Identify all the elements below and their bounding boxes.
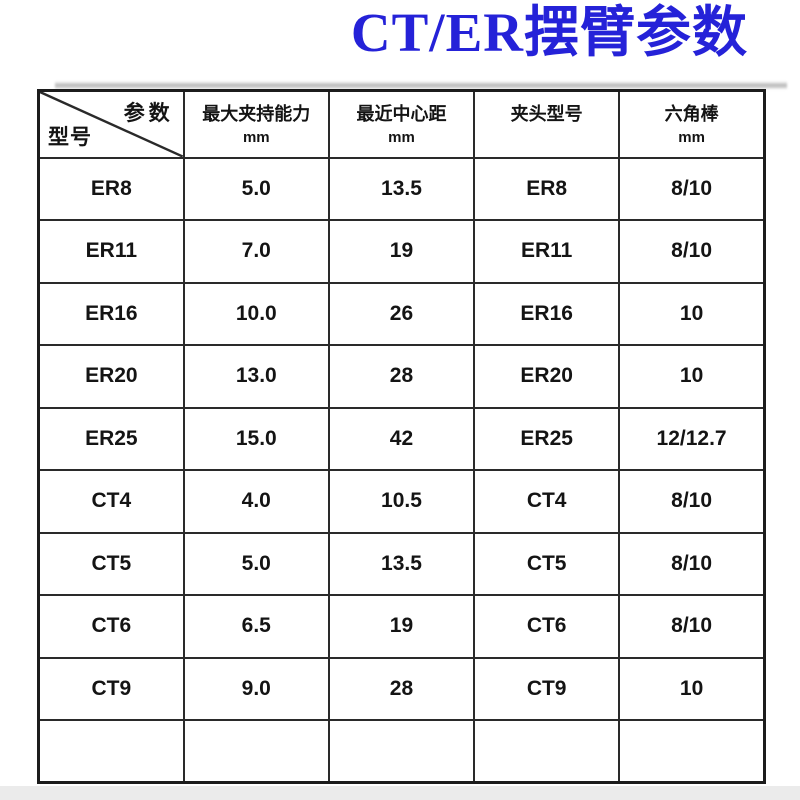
cell-max-clamp: 7.0	[182, 219, 330, 284]
table-row: ER20 13.0 28 ER20 10	[37, 344, 766, 409]
cell-collet: ER11	[473, 219, 621, 284]
column-header-unit: mm	[242, 128, 270, 146]
cell-model: ER25	[37, 406, 185, 471]
cell-center-dist: 19	[327, 219, 476, 284]
column-header-label: 夹头型号	[510, 103, 583, 124]
table-row: ER11 7.0 19 ER11 8/10	[37, 219, 766, 284]
cell-model: CT4	[37, 469, 185, 534]
cell-center-dist: 28	[327, 656, 476, 721]
column-header-hex-rod: 六角棒 mm	[618, 89, 766, 159]
cell-model: ER16	[37, 281, 185, 346]
cell-center-dist: 42	[327, 406, 476, 471]
cell-max-clamp: 5.0	[182, 531, 330, 596]
cell-hex-rod	[618, 719, 766, 784]
table-row: CT9 9.0 28 CT9 10	[37, 656, 766, 721]
table-row: ER16 10.0 26 ER16 10	[37, 281, 766, 346]
column-header-label: 最大夹持能力	[202, 103, 311, 124]
scan-shadow-band	[55, 81, 787, 89]
column-header-collet-model: 夹头型号	[473, 89, 621, 159]
cell-model	[37, 719, 185, 784]
cell-collet: ER25	[473, 406, 621, 471]
cell-center-dist: 19	[327, 594, 476, 659]
cell-model: ER20	[37, 344, 185, 409]
table-row: CT4 4.0 10.5 CT4 8/10	[37, 469, 766, 534]
cell-hex-rod: 10	[618, 344, 766, 409]
cell-model: ER8	[37, 156, 185, 221]
cell-max-clamp: 15.0	[182, 406, 330, 471]
column-header-center-dist: 最近中心距 mm	[327, 89, 476, 159]
page-title: CT/ER摆臂参数	[350, 2, 748, 63]
column-header-unit: mm	[678, 128, 705, 146]
table-body: ER8 5.0 13.5 ER8 8/10 ER11 7.0 19 ER11 8…	[37, 156, 766, 784]
cell-hex-rod: 8/10	[618, 219, 766, 284]
table-row	[37, 719, 766, 784]
cell-max-clamp: 5.0	[182, 156, 330, 221]
cell-max-clamp: 9.0	[182, 656, 330, 721]
table-row: CT5 5.0 13.5 CT5 8/10	[37, 531, 766, 596]
cell-hex-rod: 8/10	[618, 156, 766, 221]
bottom-strip	[0, 786, 800, 800]
cell-center-dist: 28	[327, 344, 476, 409]
cell-model: CT5	[37, 531, 185, 596]
column-header-label: 最近中心距	[356, 103, 447, 124]
cell-collet	[473, 719, 621, 784]
cell-collet: ER8	[473, 156, 621, 221]
column-header-unit	[476, 127, 617, 149]
cell-model: ER11	[37, 219, 185, 284]
cell-hex-rod: 8/10	[618, 531, 766, 596]
cell-center-dist	[327, 719, 476, 784]
corner-header-cell: 参数 型号	[37, 89, 185, 159]
table-row: ER25 15.0 42 ER25 12/12.7	[37, 406, 766, 471]
cell-max-clamp: 10.0	[182, 281, 330, 346]
cell-center-dist: 13.5	[327, 156, 476, 221]
column-header-label: 六角棒	[664, 103, 719, 124]
cell-collet: ER20	[473, 344, 621, 409]
cell-max-clamp: 13.0	[182, 344, 330, 409]
diagonal-line	[40, 92, 182, 156]
cell-collet: CT4	[473, 469, 621, 534]
cell-hex-rod: 12/12.7	[618, 406, 766, 471]
cell-max-clamp: 6.5	[182, 594, 330, 659]
table-row: ER8 5.0 13.5 ER8 8/10	[37, 156, 766, 221]
corner-label-model: 型号	[48, 125, 92, 149]
cell-center-dist: 10.5	[327, 469, 476, 534]
corner-label-parameter: 参数	[123, 102, 174, 125]
table-row: CT6 6.5 19 CT6 8/10	[37, 594, 766, 659]
cell-hex-rod: 8/10	[618, 469, 766, 534]
column-header-unit: mm	[388, 128, 415, 146]
column-header-max-clamp: 最大夹持能力 mm	[182, 89, 330, 159]
cell-hex-rod: 8/10	[618, 594, 766, 659]
cell-collet: CT6	[473, 594, 621, 659]
cell-hex-rod: 10	[618, 656, 766, 721]
cell-max-clamp: 4.0	[182, 469, 330, 534]
cell-collet: CT9	[473, 656, 621, 721]
cell-model: CT9	[37, 656, 185, 721]
header-row: 参数 型号 最大夹持能力 mm 最近中心距 mm 夹头型号 六角棒 mm	[37, 89, 766, 159]
parameters-table: 参数 型号 最大夹持能力 mm 最近中心距 mm 夹头型号 六角棒 mm ER8…	[37, 89, 766, 784]
cell-max-clamp	[182, 719, 330, 784]
cell-hex-rod: 10	[618, 281, 766, 346]
cell-model: CT6	[37, 594, 185, 659]
cell-center-dist: 13.5	[327, 531, 476, 596]
cell-center-dist: 26	[327, 281, 476, 346]
cell-collet: ER16	[473, 281, 621, 346]
cell-collet: CT5	[473, 531, 621, 596]
